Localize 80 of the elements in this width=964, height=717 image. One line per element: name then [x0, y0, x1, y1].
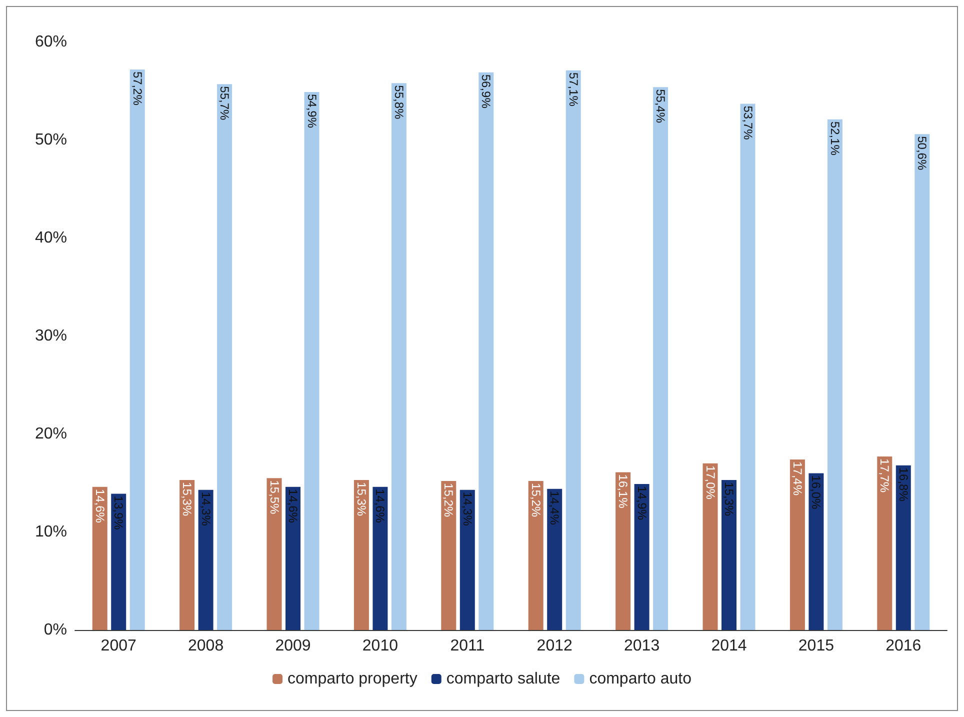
bar: [547, 488, 562, 630]
bar: [304, 92, 320, 630]
bar: [528, 481, 544, 630]
bar: [391, 83, 406, 630]
data-label: 15,2%: [528, 483, 543, 518]
x-tick-label: 2007: [100, 638, 136, 654]
data-label: 16,1%: [616, 474, 630, 509]
bar: [808, 473, 824, 630]
bar: [896, 465, 911, 630]
x-tick-label: 2012: [536, 638, 572, 654]
data-label: 16,0%: [809, 475, 824, 510]
data-label: 57,2%: [130, 71, 144, 106]
data-label: 56,9%: [479, 74, 494, 109]
data-label: 13,9%: [112, 496, 126, 530]
bar: [372, 486, 388, 630]
bar: [740, 104, 756, 630]
x-tick-label: 2015: [798, 638, 834, 654]
bar: [827, 119, 842, 630]
bar: [354, 480, 369, 630]
data-label: 54,9%: [304, 94, 319, 128]
data-label: 14,3%: [460, 492, 474, 526]
legend-label: comparto auto: [589, 670, 692, 688]
data-label: 14,6%: [286, 488, 300, 524]
bar: [130, 69, 145, 630]
bar: [460, 490, 475, 630]
bar: [616, 472, 631, 630]
bar: [790, 459, 805, 630]
data-label: 14,9%: [634, 486, 649, 520]
y-tick-label: 10%: [34, 524, 67, 540]
data-label: 50,6%: [915, 136, 930, 170]
bar: [217, 84, 232, 630]
x-tick-label: 2013: [624, 638, 660, 654]
bar: [441, 481, 456, 630]
bar: [180, 480, 195, 630]
bar: [111, 494, 126, 630]
data-label: 17,0%: [703, 465, 718, 500]
y-tick-label: 40%: [34, 230, 67, 246]
data-label: 57,1%: [566, 72, 580, 107]
bar: [92, 486, 108, 630]
data-label: 15,3%: [180, 482, 194, 516]
bar: [286, 486, 300, 630]
data-label: 17,4%: [790, 461, 804, 496]
bar: [478, 72, 494, 630]
x-tick-label: 2008: [188, 638, 224, 654]
data-label: 16,8%: [896, 467, 910, 502]
legend-label: comparto property: [288, 670, 418, 688]
x-tick-label: 2010: [362, 638, 398, 654]
data-label: 14,3%: [198, 492, 213, 526]
y-tick-label: 60%: [34, 34, 67, 50]
bar: [877, 456, 892, 630]
y-tick-label: 30%: [34, 328, 67, 344]
bar: [914, 134, 930, 630]
x-tick-label: 2016: [886, 638, 922, 654]
data-label: 15,3%: [354, 482, 368, 516]
y-tick-label: 20%: [34, 426, 67, 442]
data-label: 15,3%: [722, 482, 736, 516]
bar: [566, 70, 581, 630]
y-tick-label: 50%: [34, 132, 67, 148]
data-label: 55,7%: [218, 86, 232, 120]
data-label: 14,6%: [92, 488, 107, 524]
bar: [653, 87, 668, 630]
data-label: 52,1%: [828, 121, 842, 156]
data-label: 53,7%: [740, 106, 755, 140]
bar: [702, 463, 718, 630]
legend-label: comparto salute: [446, 670, 560, 688]
data-label: 55,8%: [392, 85, 406, 120]
data-label: 14,4%: [548, 490, 562, 526]
data-label: 15,2%: [442, 483, 456, 518]
data-label: 15,5%: [267, 480, 282, 514]
data-label: 14,6%: [373, 488, 388, 524]
bar: [266, 478, 282, 630]
y-tick-label: 0%: [44, 622, 67, 638]
x-tick-label: 2014: [711, 638, 747, 654]
data-label: 55,4%: [654, 89, 668, 124]
bar: [722, 480, 736, 630]
x-tick-label: 2011: [450, 638, 485, 654]
bar: [634, 484, 650, 630]
x-tick-label: 2009: [275, 638, 311, 654]
bar: [198, 490, 214, 630]
data-label: 17,7%: [878, 458, 892, 493]
